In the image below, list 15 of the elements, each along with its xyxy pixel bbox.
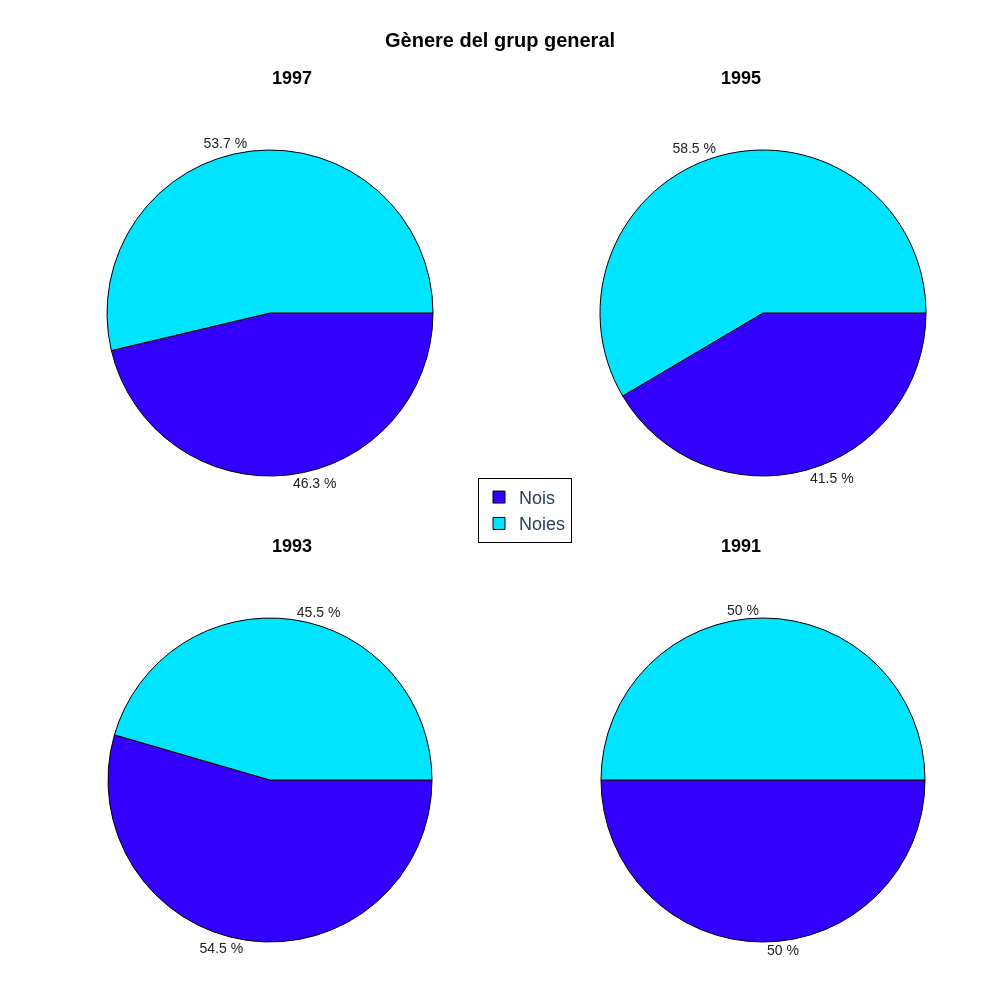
data-label: 41.5 % [810,469,854,486]
data-label: 50 % [767,942,799,958]
data-label: 53.7 % [203,135,248,152]
chart-title: 1991 [721,536,762,556]
data-label: 54.5 % [199,940,244,957]
data-label: 46.3 % [292,474,337,491]
chart-title: 1995 [721,68,762,88]
data-label: 58.5 % [672,140,716,157]
text: Gènere del grup general [385,29,616,51]
data-label: 45.5 % [296,603,341,620]
chart-title: 1997 [272,68,313,88]
legend-label: Nois [519,488,556,509]
legend-label: Noies [519,514,566,535]
data-label: 50 % [727,602,759,618]
chart-title: 1993 [272,536,313,556]
